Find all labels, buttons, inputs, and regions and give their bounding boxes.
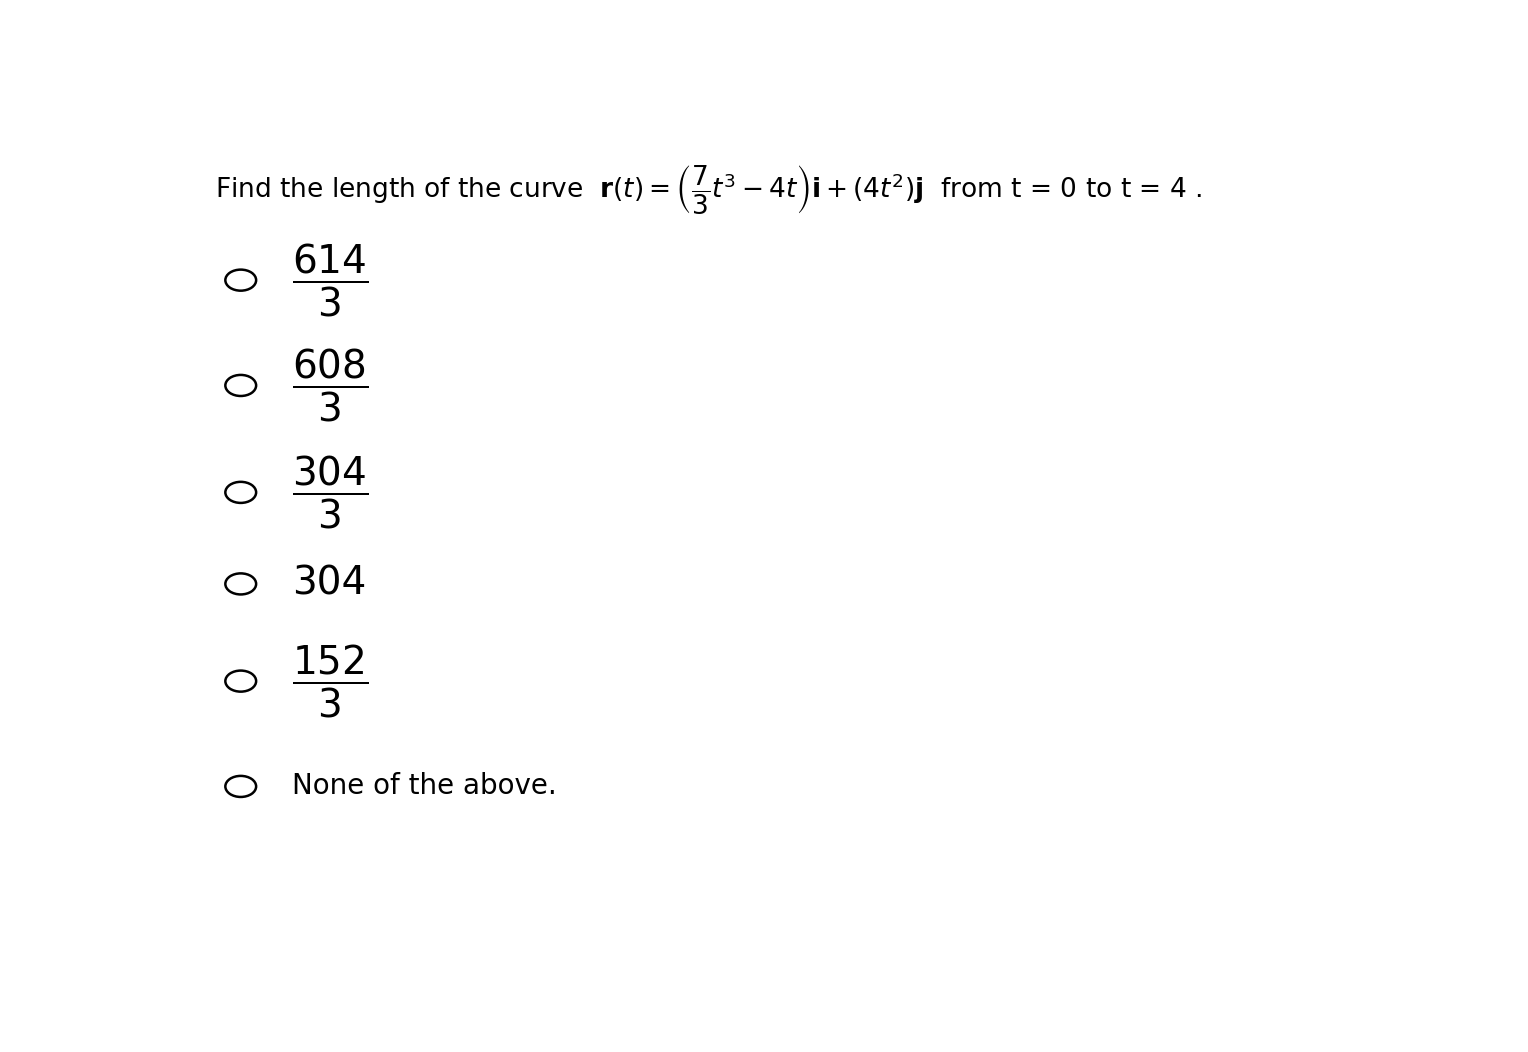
Text: $\dfrac{304}{3}$: $\dfrac{304}{3}$ — [292, 453, 368, 531]
Text: $\dfrac{152}{3}$: $\dfrac{152}{3}$ — [292, 643, 368, 720]
Text: Find the length of the curve  $\mathbf{r}(t) = \left(\dfrac{7}{3}t^3 - 4t\right): Find the length of the curve $\mathbf{r}… — [214, 163, 1201, 216]
Text: $\dfrac{614}{3}$: $\dfrac{614}{3}$ — [292, 242, 368, 319]
Text: $\dfrac{608}{3}$: $\dfrac{608}{3}$ — [292, 347, 368, 424]
Text: None of the above.: None of the above. — [292, 772, 556, 801]
Text: 304: 304 — [292, 565, 365, 603]
